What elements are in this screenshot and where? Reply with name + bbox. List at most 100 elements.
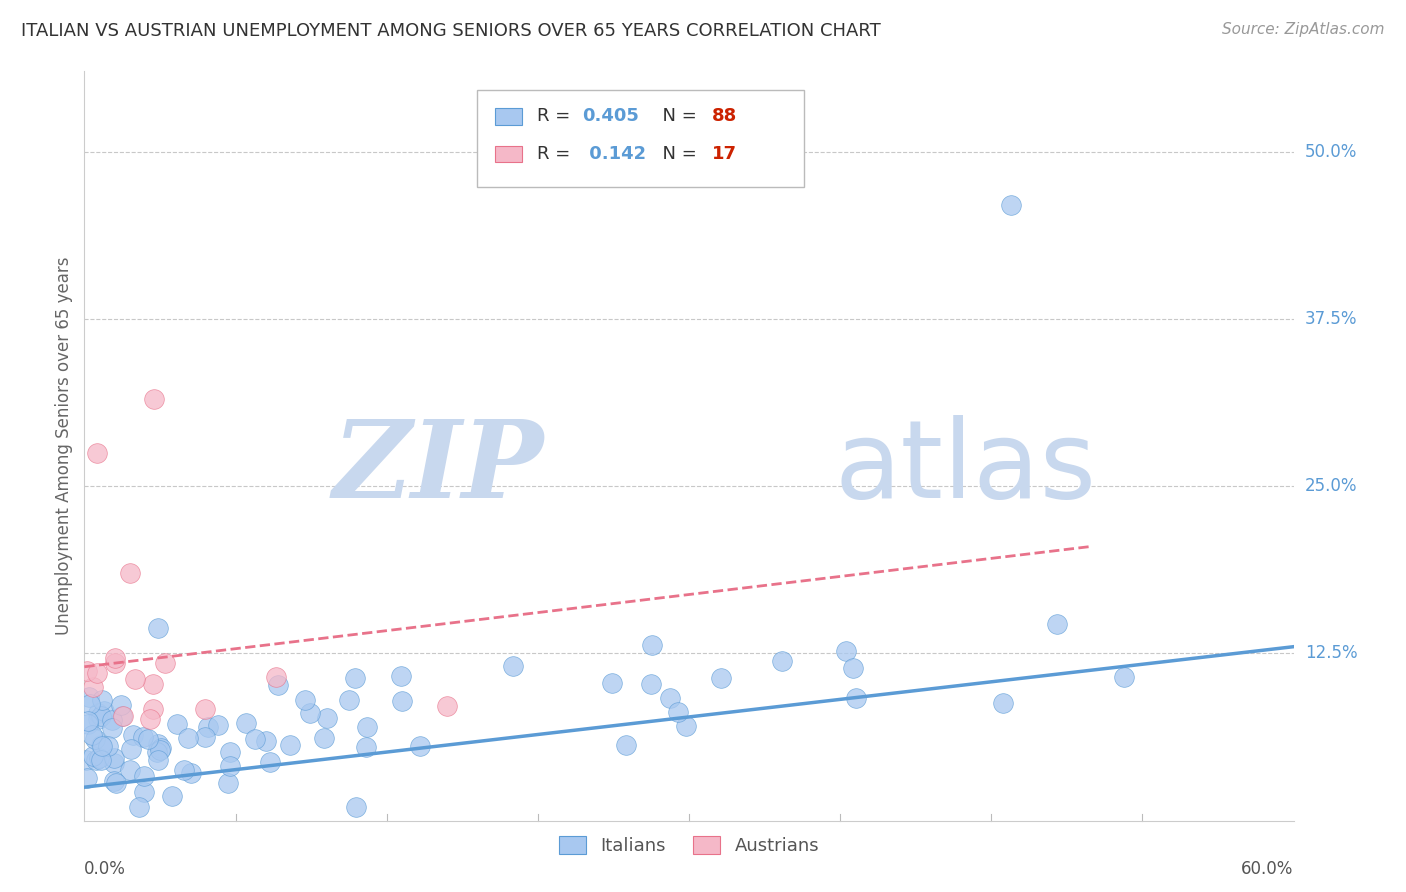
Text: 0.405: 0.405 [582,107,640,125]
Point [219,745,242,759]
Point [146,753,169,767]
Point [143,392,166,407]
Point [179,766,201,780]
Point [666,705,689,719]
Point [124,672,146,686]
Point [103,751,125,765]
Point [77,717,100,731]
Point [132,768,155,782]
Point [160,789,183,803]
Point [502,659,524,673]
Point [770,654,793,668]
Point [104,650,127,665]
Point [149,742,172,756]
Point [75,753,97,767]
Point [1000,198,1022,212]
Point [77,690,100,704]
Point [87,706,110,721]
Text: 0.0%: 0.0% [84,860,127,878]
Point [991,697,1014,711]
Text: 12.5%: 12.5% [1305,644,1357,663]
Legend: Italians, Austrians: Italians, Austrians [550,827,828,864]
Point [87,712,110,726]
Point [131,730,153,744]
Text: 88: 88 [711,107,737,125]
Point [110,698,132,713]
Point [148,621,170,635]
Point [105,776,128,790]
Point [134,785,156,799]
Point [104,657,127,671]
Point [194,731,217,745]
Point [90,738,112,752]
Point [79,697,101,711]
Point [101,713,124,727]
Text: Source: ZipAtlas.com: Source: ZipAtlas.com [1222,22,1385,37]
Text: atlas: atlas [834,416,1097,522]
Point [640,677,662,691]
Point [83,732,105,747]
Point [177,731,200,746]
Text: 50.0%: 50.0% [1305,143,1357,161]
Point [259,755,281,769]
Point [299,706,322,720]
Bar [495,108,522,125]
Point [641,638,664,652]
Point [86,753,108,767]
Point [194,702,217,716]
Point [103,773,125,788]
Point [128,800,150,814]
Point [86,665,108,680]
Point [118,763,141,777]
Point [436,699,458,714]
Point [278,738,301,752]
Text: N =: N = [651,145,703,162]
Point [146,737,169,751]
Text: 25.0%: 25.0% [1305,477,1357,495]
Point [103,756,125,770]
Point [91,692,114,706]
Point [82,680,104,694]
Point [76,664,98,678]
Point [316,711,339,725]
Point [82,749,104,764]
Point [344,800,367,814]
Point [86,446,108,460]
Point [267,678,290,692]
Point [264,670,287,684]
Point [112,709,135,723]
Point [659,690,682,705]
Point [120,742,142,756]
Point [409,739,432,754]
Point [166,717,188,731]
Point [153,656,176,670]
Point [219,759,242,773]
Point [354,739,377,754]
Point [337,693,360,707]
Text: ZIP: ZIP [332,416,544,522]
Point [90,708,112,723]
Bar [495,145,522,162]
Point [217,776,239,790]
Text: 0.142: 0.142 [582,145,645,162]
Point [391,694,413,708]
Text: ITALIAN VS AUSTRIAN UNEMPLOYMENT AMONG SENIORS OVER 65 YEARS CORRELATION CHART: ITALIAN VS AUSTRIAN UNEMPLOYMENT AMONG S… [21,22,880,40]
Y-axis label: Unemployment Among Seniors over 65 years: Unemployment Among Seniors over 65 years [55,257,73,635]
Point [1112,670,1135,684]
Point [80,728,103,742]
Point [93,704,115,718]
Point [101,721,124,735]
Text: 17: 17 [711,145,737,162]
Point [89,751,111,765]
Point [834,644,856,658]
Point [173,763,195,777]
Text: N =: N = [651,107,703,125]
Point [842,661,865,675]
Point [76,772,98,786]
Point [389,668,412,682]
Point [207,718,229,732]
Point [675,719,697,733]
Point [91,739,114,753]
Point [90,753,112,767]
Point [294,693,316,707]
